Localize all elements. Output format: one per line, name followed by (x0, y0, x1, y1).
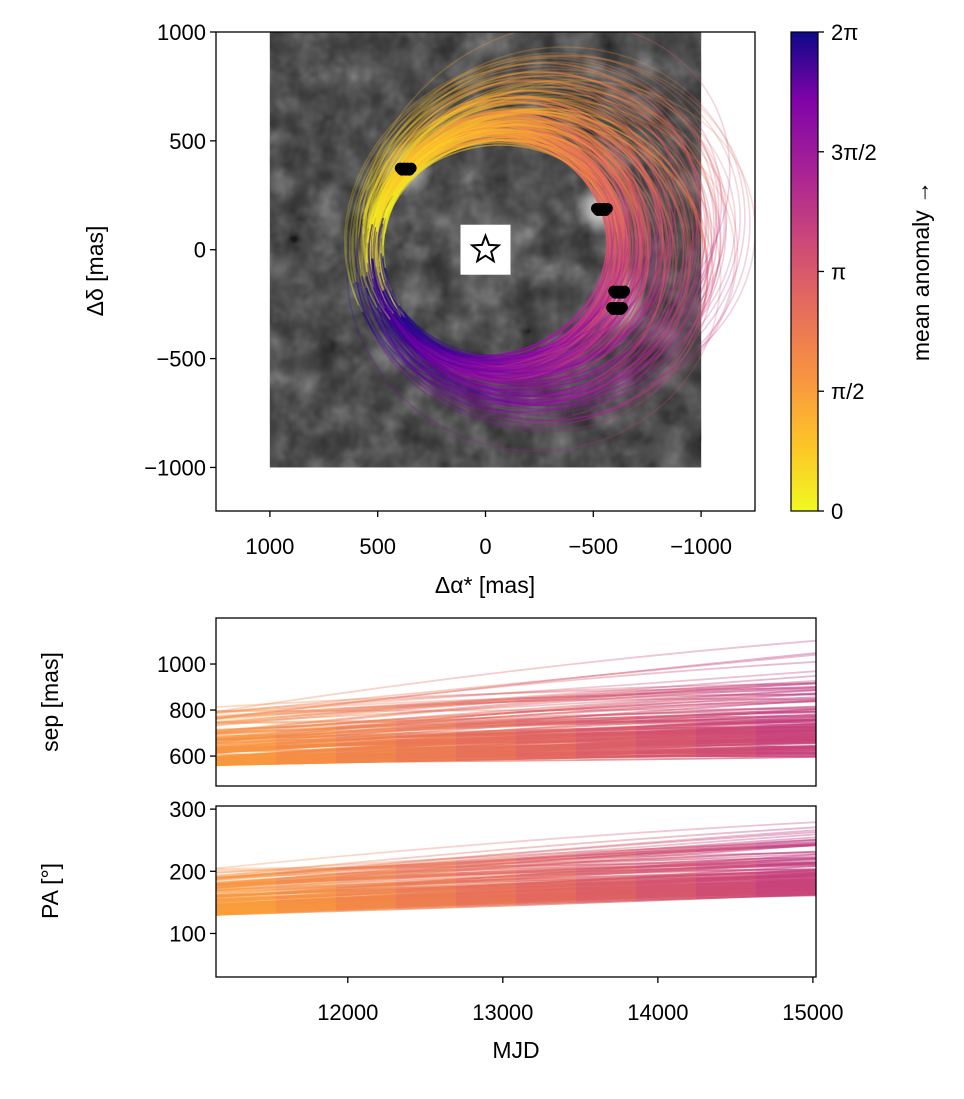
orbit-x-label: Δα* [mas] (435, 572, 535, 598)
y-tick-label: 300 (169, 797, 206, 822)
position-angle-x-ticks: 12000 13000 14000 15000 (317, 977, 843, 1025)
y-tick-label: 0 (194, 238, 206, 263)
x-tick-label: 1000 (245, 534, 294, 559)
x-tick-label: −500 (569, 534, 619, 559)
x-tick-label: 13000 (472, 1000, 533, 1025)
separation-lines (216, 641, 816, 766)
colorbar-tick-label: 3π/2 (831, 140, 877, 165)
orbit-x-ticks: 1000 500 0 −500 −1000 (245, 511, 732, 559)
x-tick-label: 14000 (627, 1000, 688, 1025)
separation-y-ticks: 600 800 1000 (157, 652, 216, 769)
colorbar-tick-label: π (831, 259, 846, 284)
colorbar-ticks: 0 π/2 π 3π/2 2π (818, 20, 877, 524)
x-tick-label: 500 (359, 534, 396, 559)
y-tick-label: 200 (169, 859, 206, 884)
x-tick-label: 12000 (317, 1000, 378, 1025)
y-tick-label: 100 (169, 921, 206, 946)
y-tick-label: −500 (156, 347, 206, 372)
position-angle-y-label: PA [°] (37, 863, 63, 919)
orbit-y-label: Δδ [mas] (82, 226, 108, 317)
colorbar-label: mean anomaly → (908, 181, 934, 361)
astrometry-point (608, 286, 630, 299)
x-tick-label: −1000 (670, 534, 732, 559)
colorbar-tick-label: 2π (831, 20, 858, 45)
y-tick-label: 1000 (157, 20, 206, 45)
separation-panel: 600 800 1000 sep [mas] (37, 618, 816, 786)
colorbar-gradient (791, 32, 818, 511)
position-angle-lines (216, 822, 816, 915)
colorbar-tick-label: 0 (831, 499, 843, 524)
star-icon (461, 225, 511, 275)
y-tick-label: 1000 (157, 652, 206, 677)
y-tick-label: 600 (169, 744, 206, 769)
astrometry-point (606, 302, 628, 315)
y-tick-label: −1000 (144, 455, 206, 480)
x-tick-label: 15000 (782, 1000, 843, 1025)
astrometry-point (395, 163, 417, 176)
position-angle-panel: 12000 13000 14000 15000 100 200 300 MJD PA [°… (37, 797, 843, 1063)
position-angle-y-ticks: 100 200 300 (169, 797, 216, 946)
astrometry-point (591, 203, 613, 216)
star-box (461, 225, 511, 275)
position-angle-x-label: MJD (492, 1037, 539, 1063)
separation-y-label: sep [mas] (37, 652, 63, 752)
y-tick-label: 500 (169, 129, 206, 154)
colorbar: 0 π/2 π 3π/2 2π mean anomaly → (791, 20, 934, 524)
x-tick-label: 0 (479, 534, 491, 559)
colorbar-tick-label: π/2 (831, 379, 865, 404)
orbit-y-ticks: 1000 500 0 −500 −1000 (144, 20, 216, 480)
y-tick-label: 800 (169, 698, 206, 723)
orbit-panel: 1000 500 0 −500 −1000 1000 500 0 −500 −1000 Δα* … (82, 20, 755, 598)
